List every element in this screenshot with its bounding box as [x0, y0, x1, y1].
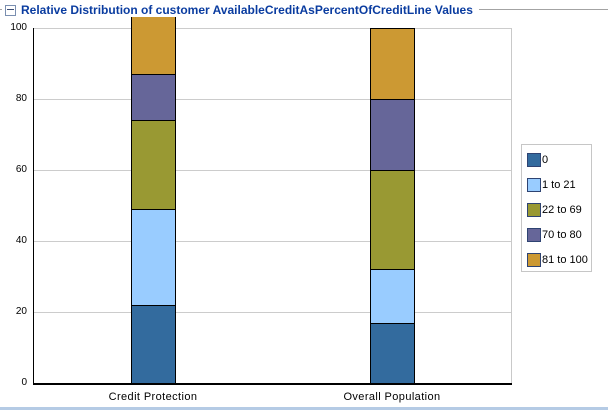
legend-item: 70 to 80 [527, 228, 591, 242]
legend-item: 81 to 100 [527, 253, 591, 267]
legend-label: 81 to 100 [542, 254, 588, 266]
legend-swatch-icon [527, 203, 541, 217]
legend-label: 22 to 69 [542, 204, 582, 216]
groupbox-header: Relative Distribution of customer Availa… [2, 3, 479, 17]
legend-swatch-icon [527, 153, 541, 167]
legend-label: 70 to 80 [542, 229, 582, 241]
bar-segment [370, 99, 415, 171]
bar-segment [370, 269, 415, 324]
legend-label: 0 [542, 154, 549, 166]
legend-item: 1 to 21 [527, 178, 591, 192]
y-tick-label-0: 0 [21, 377, 27, 388]
bar-segment [370, 323, 415, 384]
gridline-40 [34, 241, 511, 242]
y-tick-label-20: 20 [15, 306, 27, 317]
bar-segment [131, 305, 176, 384]
y-tick-label-100: 100 [10, 22, 27, 33]
legend-label: 1 to 21 [542, 179, 576, 191]
x-category-label: Overall Population [343, 391, 441, 403]
y-tick-label-80: 80 [15, 93, 27, 104]
legend-swatch-icon [527, 178, 541, 192]
panel-bottom-border [0, 407, 608, 410]
plot-right-border [511, 28, 512, 383]
gridline-20 [34, 312, 511, 313]
x-category-label: Credit Protection [108, 391, 198, 403]
bar-segment [131, 209, 176, 306]
legend: 0 1 to 21 22 to 69 70 to 80 81 to 100 [521, 144, 592, 272]
legend-item: 0 [527, 153, 591, 167]
legend-item: 22 to 69 [527, 203, 591, 217]
gridline-80 [34, 99, 511, 100]
x-axis [33, 383, 512, 385]
chart-title: Relative Distribution of customer Availa… [21, 3, 473, 17]
bar-segment [370, 28, 415, 100]
gridline-60 [34, 170, 511, 171]
legend-swatch-icon [527, 228, 541, 242]
y-axis [33, 28, 34, 383]
collapse-icon[interactable] [5, 4, 16, 16]
bar-segment [370, 170, 415, 270]
y-tick-label-60: 60 [15, 164, 27, 175]
bar-segment [131, 120, 176, 210]
y-tick-label-40: 40 [15, 235, 27, 246]
legend-swatch-icon [527, 253, 541, 267]
bar-segment [131, 74, 176, 121]
gridline-100 [34, 28, 511, 29]
